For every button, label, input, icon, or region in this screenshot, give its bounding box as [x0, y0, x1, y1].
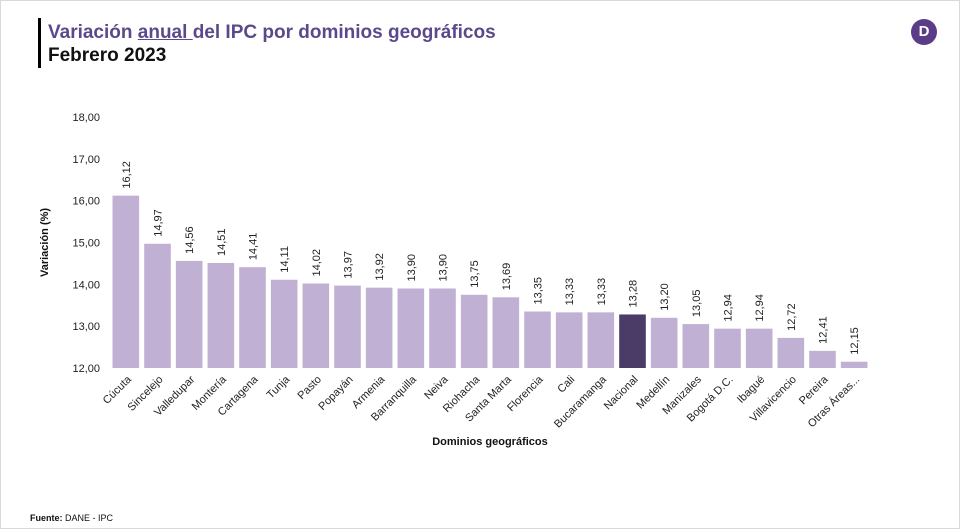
bar-value-label: 12,94 — [723, 294, 735, 322]
y-tick-label: 12,00 — [72, 363, 100, 375]
bar — [777, 337, 805, 368]
bar-value-label: 13,35 — [533, 277, 545, 305]
bar-value-label: 13,33 — [564, 278, 576, 306]
y-axis-title: Variación (%) — [39, 208, 51, 277]
y-tick-label: 16,00 — [72, 196, 100, 208]
source-text: DANE - IPC — [62, 513, 114, 523]
category-label: Popayán — [316, 374, 355, 413]
bar — [682, 324, 710, 368]
source-label: Fuente: — [30, 513, 63, 523]
bar-value-label: 14,97 — [153, 209, 165, 237]
bar — [745, 328, 773, 368]
title-accent-bar — [38, 18, 41, 68]
x-axis-title: Dominios geográficos — [432, 436, 548, 448]
y-tick-label: 14,00 — [72, 279, 100, 291]
bar-value-label: 14,11 — [279, 246, 291, 273]
bar — [112, 195, 140, 368]
bar-value-label: 13,28 — [628, 280, 640, 308]
bar-value-label: 12,15 — [849, 327, 861, 355]
title-part-2: del IPC por dominios geográficos — [192, 22, 496, 43]
category-label: Pasto — [296, 374, 324, 402]
bar-value-label: 13,97 — [343, 251, 355, 279]
bar — [429, 288, 456, 368]
dane-logo-icon: D — [911, 19, 937, 45]
bar — [144, 243, 171, 368]
y-tick-label: 17,00 — [72, 154, 100, 166]
bar-value-label: 13,20 — [659, 283, 671, 311]
bar — [175, 260, 203, 368]
bar-value-label: 13,92 — [374, 253, 386, 281]
bar-value-label: 14,51 — [216, 228, 228, 256]
y-tick-label: 18,00 — [72, 112, 100, 124]
bar-value-label: 13,69 — [501, 263, 513, 291]
bar — [809, 350, 836, 368]
title-part-1: Variación — [48, 22, 138, 43]
bar-value-label: 16,12 — [121, 161, 133, 189]
bar-value-label: 13,90 — [438, 254, 450, 282]
source-note: Fuente: DANE - IPC — [30, 513, 113, 523]
bar — [334, 285, 361, 368]
bar — [460, 294, 488, 368]
category-label: Florencia — [505, 373, 546, 414]
bar-value-label: 12,41 — [818, 316, 830, 344]
bar — [619, 314, 646, 368]
bar — [492, 297, 520, 368]
chart-title: Variación anual del IPC por dominios geo… — [48, 22, 496, 44]
bar-value-label: 14,41 — [248, 233, 260, 261]
bar-value-label: 14,02 — [311, 249, 323, 277]
category-label: Tunja — [265, 373, 293, 401]
y-tick-label: 15,00 — [72, 238, 100, 250]
category-label: Cali — [555, 374, 577, 396]
title-underlined-word: anual — [137, 22, 193, 43]
bar-value-label: 12,94 — [754, 294, 766, 322]
bar-value-label: 13,90 — [406, 254, 418, 282]
bar — [650, 317, 678, 368]
bar — [397, 288, 425, 368]
bar — [555, 312, 583, 368]
chart-subtitle: Febrero 2023 — [48, 45, 167, 66]
bar — [587, 312, 615, 368]
bar — [270, 279, 298, 368]
bar-value-label: 14,56 — [184, 226, 196, 254]
bar — [365, 287, 393, 368]
bar-value-label: 12,72 — [786, 303, 798, 331]
y-tick-label: 13,00 — [72, 321, 100, 333]
bar — [239, 267, 266, 368]
bar-value-label: 13,05 — [691, 290, 703, 318]
bar — [524, 311, 551, 368]
category-label: Neiva — [422, 373, 451, 402]
bar — [840, 361, 868, 368]
category-label: Nacional — [602, 374, 641, 413]
bar-value-label: 13,75 — [469, 260, 481, 288]
bar — [714, 328, 741, 368]
bar-value-label: 13,33 — [596, 278, 608, 306]
bar — [302, 283, 330, 368]
bar — [207, 262, 235, 368]
